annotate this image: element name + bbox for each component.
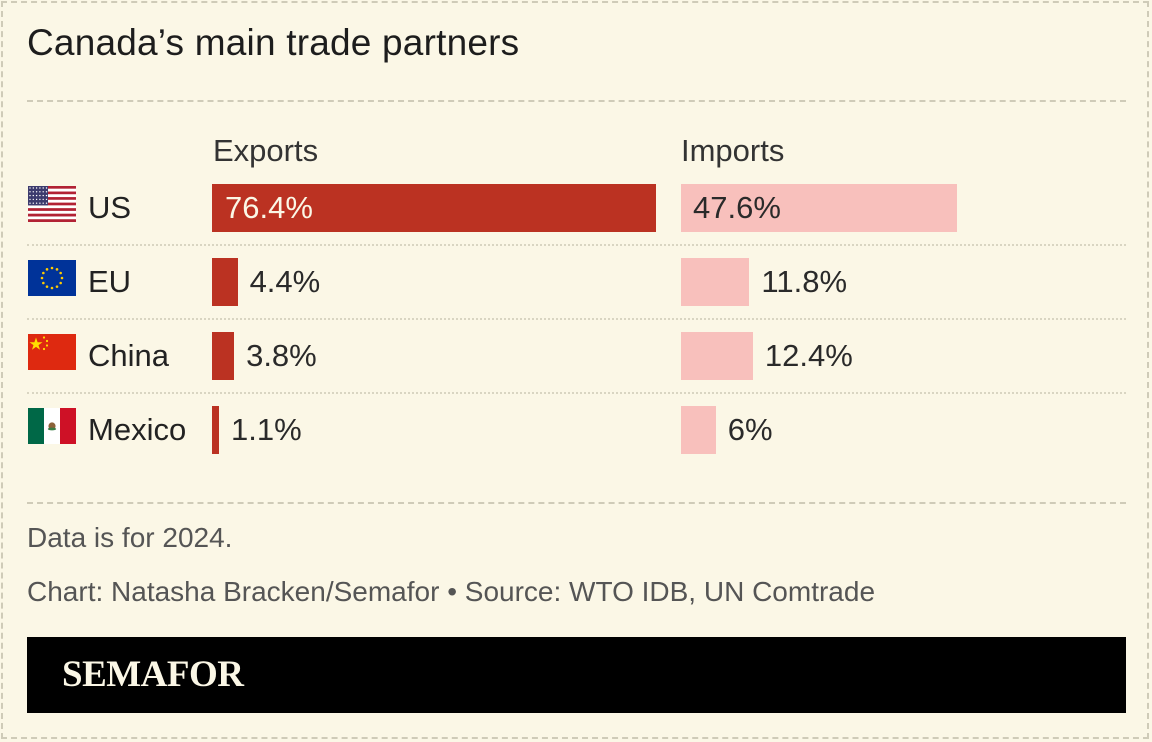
exports-bar	[212, 332, 235, 380]
country-label: US	[88, 190, 132, 225]
imports-value-label: 11.8%	[761, 264, 848, 299]
china-flag-icon	[28, 334, 76, 370]
exports-bar	[212, 406, 219, 454]
chart-title: Canada’s main trade partners	[27, 22, 520, 63]
row-separator	[27, 392, 1126, 394]
country-label: Mexico	[88, 412, 187, 447]
row-separator	[27, 318, 1126, 320]
eu-flag-icon	[28, 260, 76, 296]
row-separator	[27, 244, 1126, 246]
imports-header: Imports	[681, 133, 785, 168]
country-label: China	[88, 338, 169, 373]
imports-bar	[681, 406, 716, 454]
semafor-logo: SEMAFOR	[62, 654, 244, 695]
exports-bar	[212, 258, 238, 306]
chart-row-eu: EU 4.4% 11.8%	[0, 258, 1152, 306]
chart-credit: Chart: Natasha Bracken/Semafor • Source:…	[27, 576, 876, 607]
imports-value-label: 12.4%	[764, 338, 853, 373]
exports-value-label: 1.1%	[231, 412, 302, 447]
imports-value-label: 6%	[727, 412, 773, 447]
mexico-flag-icon	[28, 408, 76, 444]
chart-row-china: China 3.8% 12.4%	[0, 332, 1152, 380]
imports-bar	[681, 258, 750, 306]
country-label: EU	[88, 264, 132, 299]
imports-bar	[681, 332, 753, 380]
exports-value-label: 76.4%	[225, 190, 313, 225]
us-flag-icon	[28, 186, 76, 222]
chart-row-us: US 76.4% 47.6%	[0, 184, 1152, 232]
header-divider	[27, 100, 1126, 102]
exports-value-label: 4.4%	[249, 264, 321, 299]
exports-bar	[212, 184, 656, 232]
exports-header: Exports	[213, 133, 319, 168]
chart-row-mexico: Mexico 1.1% 6%	[0, 406, 1152, 454]
data-note: Data is for 2024.	[27, 522, 233, 553]
imports-bar	[681, 184, 957, 232]
footer-divider	[27, 502, 1126, 504]
brand-bar: SEMAFOR	[27, 637, 1126, 713]
exports-value-label: 3.8%	[246, 338, 317, 373]
imports-value-label: 47.6%	[693, 190, 781, 225]
